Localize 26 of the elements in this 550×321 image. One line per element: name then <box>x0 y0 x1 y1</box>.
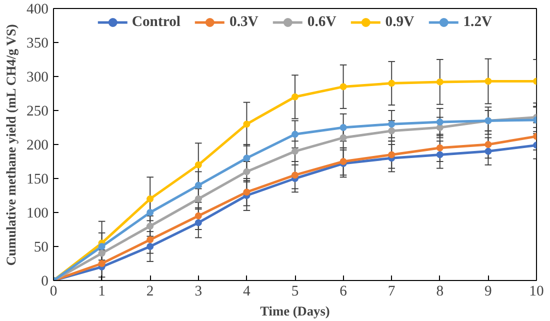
y-tick-label: 0 <box>41 274 48 290</box>
y-tick-label: 100 <box>26 206 48 222</box>
x-tick-label: 7 <box>388 284 396 300</box>
x-tick-label: 10 <box>529 284 544 300</box>
x-tick-label: 2 <box>146 284 154 300</box>
x-axis-title: Time (Days) <box>260 304 330 318</box>
legend-label: 0.9V <box>385 14 414 30</box>
y-tick-label: 300 <box>26 70 48 86</box>
y-tick-label: 350 <box>26 36 48 52</box>
y-axis-title: Cumulative methane yield (mL CH4/g VS) <box>4 24 19 266</box>
y-tick-label: 150 <box>26 172 48 188</box>
y-tick-label: 250 <box>26 104 48 120</box>
x-tick-label: 1 <box>98 284 106 300</box>
x-tick-label: 9 <box>484 284 492 300</box>
x-tick-label: 4 <box>243 284 252 300</box>
y-tick-label: 400 <box>26 2 48 18</box>
legend-label: Control <box>132 14 180 30</box>
x-tick-label: 8 <box>436 284 444 300</box>
legend-label: 0.6V <box>307 14 336 30</box>
x-tick-label: 3 <box>194 284 202 300</box>
x-tick-label: 5 <box>291 284 299 300</box>
y-tick-label: 50 <box>34 240 48 256</box>
y-tick-label: 200 <box>26 138 48 154</box>
x-tick-label: 6 <box>340 284 347 300</box>
legend-label: 1.2V <box>463 14 492 30</box>
legend-label: 0.3V <box>229 14 258 30</box>
